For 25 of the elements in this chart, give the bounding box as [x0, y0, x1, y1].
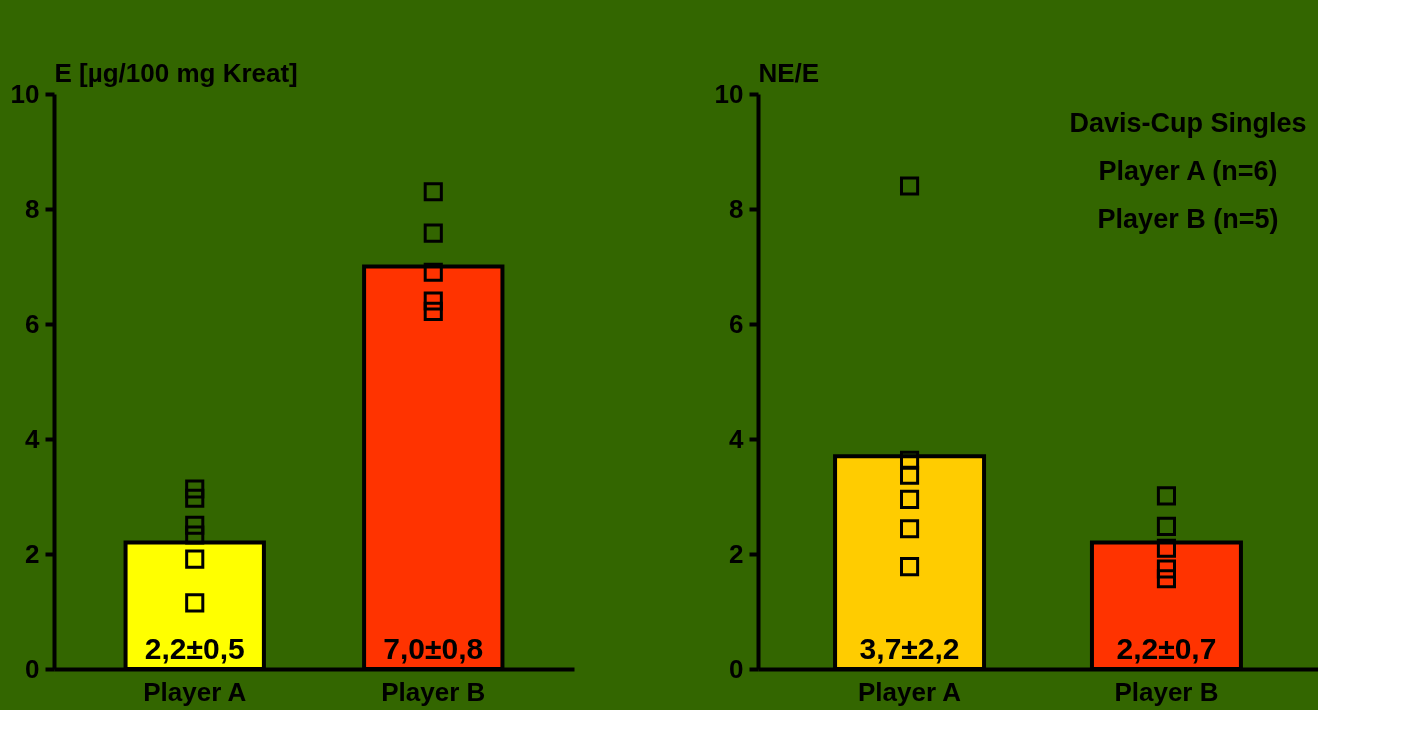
- data-label: 3,7±2,2: [859, 632, 960, 665]
- y-tick-label: 2: [25, 538, 40, 569]
- x-tick-label: Player B: [1114, 676, 1219, 707]
- data-label: 2,2±0,5: [144, 632, 245, 665]
- x-tick-label: Player A: [858, 676, 962, 707]
- data-label: 2,2±0,7: [1116, 632, 1217, 665]
- y-axis-title: E [µg/100 mg Kreat]: [54, 57, 298, 88]
- annotation: Davis-Cup Singles: [1069, 108, 1307, 138]
- y-axis-title: NE/E: [758, 57, 820, 88]
- y-tick-label: 6: [25, 308, 40, 339]
- x-tick-label: Player A: [143, 676, 247, 707]
- x-tick-label: Player B: [381, 676, 486, 707]
- data-label: 7,0±0,8: [383, 632, 484, 665]
- y-tick-label: 2: [729, 538, 744, 569]
- annotation: Player B (n=5): [1097, 204, 1279, 234]
- y-tick-label: 10: [10, 78, 40, 109]
- y-tick-label: 8: [729, 193, 744, 224]
- y-tick-label: 4: [729, 423, 745, 454]
- y-tick-label: 10: [714, 78, 744, 109]
- y-tick-label: 0: [25, 653, 40, 684]
- annotation: Player A (n=6): [1098, 156, 1278, 186]
- y-tick-label: 6: [729, 308, 744, 339]
- y-tick-label: 4: [25, 423, 41, 454]
- y-tick-label: 8: [25, 193, 40, 224]
- y-tick-label: 0: [729, 653, 744, 684]
